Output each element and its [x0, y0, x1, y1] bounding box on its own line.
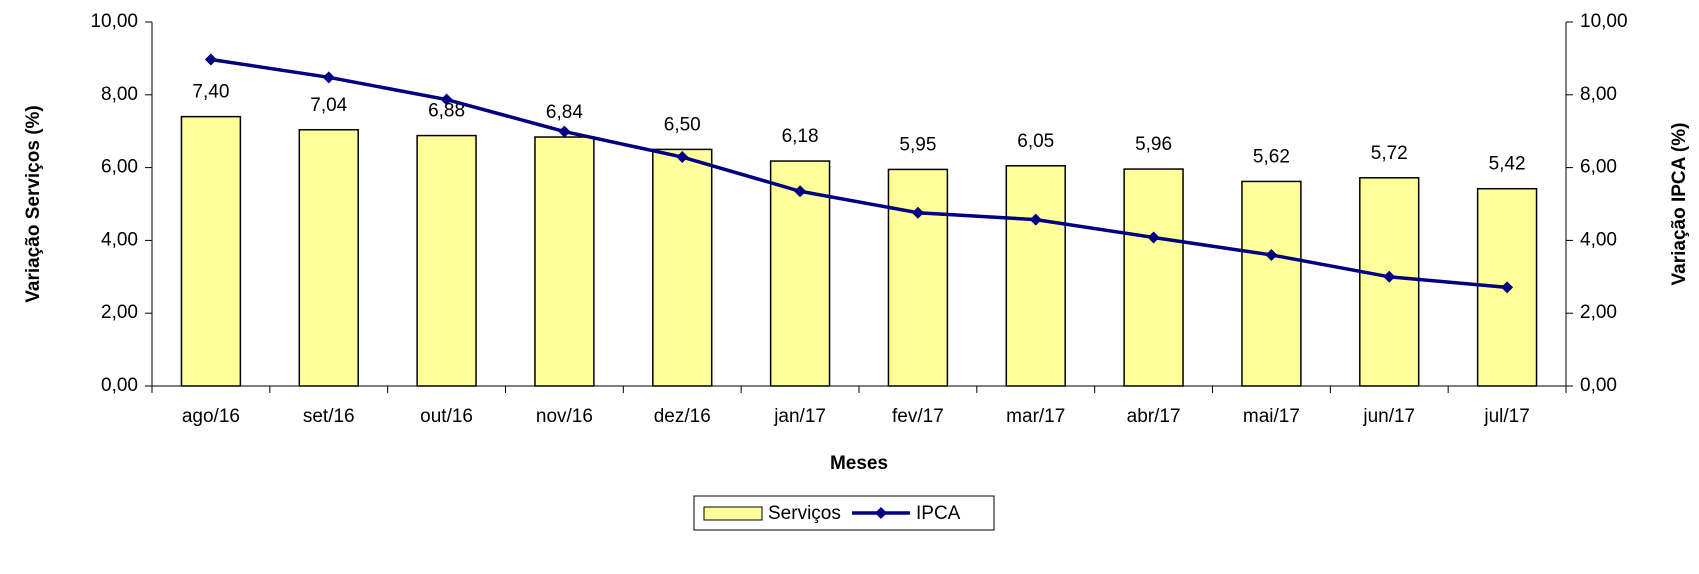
value-label: 5,72 — [1371, 143, 1408, 164]
value-label: 6,50 — [664, 114, 701, 135]
bar — [652, 148, 713, 387]
y2-tick-label: 6,00 — [1580, 157, 1617, 178]
value-label: 6,05 — [1017, 131, 1054, 152]
marker — [440, 93, 453, 106]
bar — [1241, 180, 1302, 387]
x-axis-title: Meses — [830, 453, 888, 474]
x-tick-label: nov/16 — [536, 406, 593, 427]
bar — [534, 136, 595, 387]
legend-marker — [875, 507, 887, 519]
marker — [794, 185, 807, 198]
value-label: 5,42 — [1489, 154, 1526, 175]
y-tick-label: 6,00 — [101, 157, 138, 178]
marker — [676, 151, 689, 164]
y2-tick-label: 0,00 — [1580, 375, 1617, 396]
x-tick-label: abr/17 — [1127, 406, 1181, 427]
marker — [558, 125, 571, 138]
legend-swatch — [703, 506, 763, 521]
y-tick-label: 8,00 — [101, 84, 138, 105]
marker — [322, 71, 335, 84]
y2-tick-label: 10,00 — [1580, 11, 1628, 32]
value-label: 5,95 — [899, 134, 936, 155]
value-label: 7,04 — [310, 95, 347, 116]
x-tick-label: jul/17 — [1483, 406, 1529, 427]
value-label: 6,84 — [546, 102, 583, 123]
y2-tick-label: 4,00 — [1580, 229, 1617, 250]
x-tick-label: fev/17 — [892, 406, 944, 427]
value-label: 6,18 — [782, 126, 819, 147]
y-tick-label: 10,00 — [90, 11, 138, 32]
legend-label: IPCA — [916, 503, 961, 524]
y-tick-label: 4,00 — [101, 229, 138, 250]
x-tick-label: mar/17 — [1006, 406, 1065, 427]
y2-axis-title: Variação IPCA (%) — [1669, 123, 1690, 286]
marker — [911, 206, 924, 219]
bar — [1005, 165, 1066, 387]
x-tick-label: set/16 — [303, 406, 355, 427]
x-tick-label: dez/16 — [654, 406, 711, 427]
x-tick-label: ago/16 — [182, 406, 240, 427]
line — [210, 57, 1508, 290]
y-tick-label: 2,00 — [101, 302, 138, 323]
value-label: 5,62 — [1253, 146, 1290, 167]
marker — [1501, 281, 1514, 294]
x-tick-label: jun/17 — [1362, 406, 1415, 427]
y2-tick-label: 2,00 — [1580, 302, 1617, 323]
marker — [1383, 270, 1396, 283]
marker — [1029, 213, 1042, 226]
bar — [298, 128, 359, 387]
legend-label: Serviços — [768, 503, 841, 524]
bar — [1123, 168, 1184, 387]
bar — [887, 168, 949, 387]
y-axis-title: Variação Serviços (%) — [23, 105, 44, 303]
y-tick-label: 0,00 — [101, 375, 138, 396]
bar — [769, 160, 831, 387]
value-label: 6,88 — [428, 101, 465, 122]
bar — [416, 134, 477, 387]
marker — [204, 53, 217, 66]
y2-tick-label: 8,00 — [1580, 84, 1617, 105]
x-tick-label: mai/17 — [1243, 406, 1300, 427]
x-tick-label: jan/17 — [773, 406, 826, 427]
value-label: 7,40 — [192, 82, 229, 103]
marker — [1265, 248, 1278, 261]
bar — [180, 115, 242, 387]
value-label: 5,96 — [1135, 134, 1172, 155]
x-tick-label: out/16 — [420, 406, 473, 427]
marker — [1147, 231, 1160, 244]
